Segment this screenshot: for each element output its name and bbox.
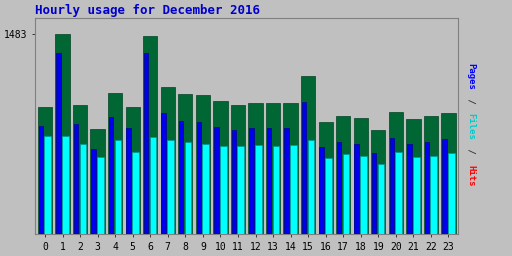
- Bar: [220, 146, 227, 234]
- Bar: [448, 153, 455, 234]
- Text: /: /: [466, 93, 475, 110]
- Bar: [407, 144, 412, 234]
- Bar: [97, 157, 104, 234]
- Bar: [197, 122, 201, 234]
- Bar: [150, 137, 156, 234]
- Bar: [290, 145, 297, 234]
- Bar: [284, 103, 297, 234]
- Bar: [354, 118, 368, 234]
- Bar: [62, 136, 69, 234]
- Bar: [161, 113, 166, 234]
- Bar: [266, 103, 280, 234]
- Bar: [301, 76, 315, 234]
- Bar: [407, 119, 420, 234]
- Bar: [126, 127, 131, 234]
- Bar: [167, 140, 174, 234]
- Bar: [441, 113, 456, 234]
- Bar: [378, 164, 385, 234]
- Bar: [308, 140, 314, 234]
- Bar: [73, 105, 87, 234]
- Bar: [179, 121, 183, 234]
- Bar: [442, 139, 446, 234]
- Bar: [390, 138, 394, 234]
- Bar: [354, 144, 359, 234]
- Bar: [214, 127, 219, 234]
- Bar: [55, 34, 70, 234]
- Bar: [249, 127, 253, 234]
- Bar: [56, 54, 60, 234]
- Bar: [178, 94, 193, 234]
- Bar: [337, 142, 342, 234]
- Bar: [74, 124, 78, 234]
- Bar: [132, 152, 139, 234]
- Bar: [125, 107, 140, 234]
- Bar: [267, 128, 271, 234]
- Bar: [325, 158, 332, 234]
- Bar: [319, 146, 324, 234]
- Bar: [336, 116, 350, 234]
- Bar: [202, 144, 209, 234]
- Bar: [214, 101, 227, 234]
- Bar: [91, 149, 96, 234]
- Bar: [360, 156, 367, 234]
- Bar: [395, 152, 402, 234]
- Bar: [231, 130, 236, 234]
- Bar: [371, 130, 386, 234]
- Bar: [424, 142, 429, 234]
- Bar: [231, 105, 245, 234]
- Bar: [343, 154, 349, 234]
- Bar: [45, 136, 51, 234]
- Bar: [196, 95, 210, 234]
- Bar: [318, 122, 333, 234]
- Bar: [109, 117, 113, 234]
- Bar: [38, 107, 52, 234]
- Bar: [108, 92, 122, 234]
- Bar: [238, 146, 244, 234]
- Text: Hourly usage for December 2016: Hourly usage for December 2016: [35, 4, 260, 17]
- Bar: [413, 157, 419, 234]
- Bar: [79, 144, 86, 234]
- Bar: [161, 87, 175, 234]
- Bar: [424, 116, 438, 234]
- Bar: [272, 146, 279, 234]
- Text: /: /: [466, 143, 475, 159]
- Bar: [255, 145, 262, 234]
- Bar: [284, 127, 289, 234]
- Text: Pages: Pages: [466, 63, 475, 90]
- Bar: [144, 54, 148, 234]
- Bar: [185, 142, 191, 234]
- Bar: [38, 126, 43, 234]
- Bar: [372, 153, 376, 234]
- Text: Hits: Hits: [466, 165, 475, 187]
- Bar: [389, 112, 403, 234]
- Bar: [91, 129, 104, 234]
- Bar: [248, 103, 263, 234]
- Bar: [431, 156, 437, 234]
- Bar: [302, 102, 306, 234]
- Bar: [115, 140, 121, 234]
- Bar: [143, 36, 157, 234]
- Text: Files: Files: [466, 113, 475, 140]
